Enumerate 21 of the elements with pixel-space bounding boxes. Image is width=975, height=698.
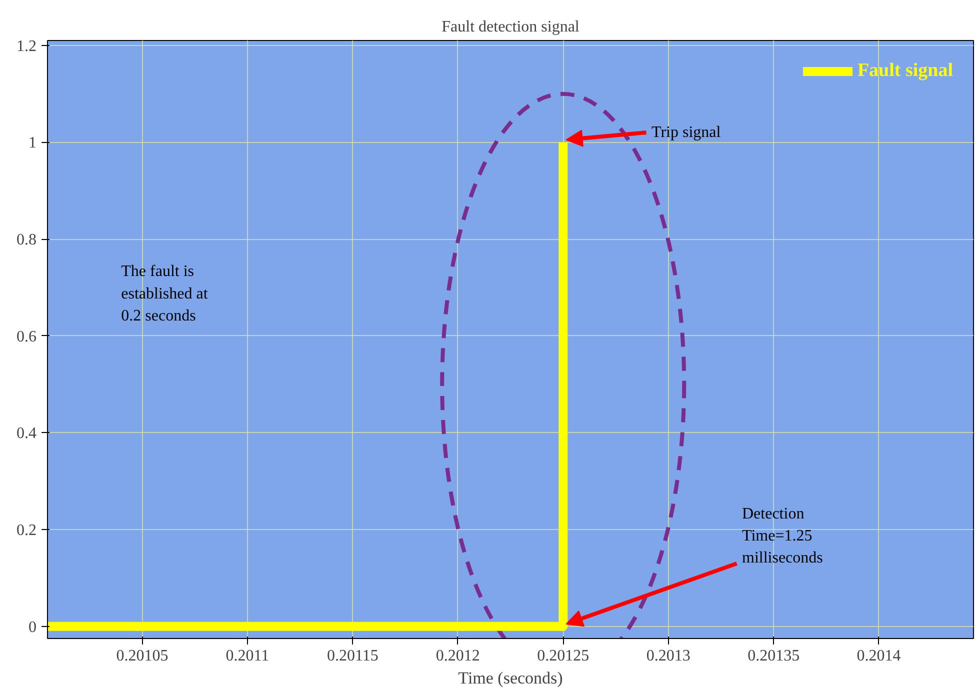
x-tick-label: 0.2012 [436,648,480,664]
x-tick-label: 0.2011 [226,648,270,664]
annotation: Trip signal [652,124,722,141]
x-tick-label: 0.20125 [537,648,590,664]
x-tick-label: 0.2014 [856,648,901,664]
x-tick-label: 0.20135 [748,648,800,664]
y-tick-label: 0.2 [16,522,36,540]
x-tick-label: 0.2013 [646,648,690,664]
annotation: Detection Time=1.25 milliseconds [742,505,823,567]
x-tick-label: 0.20105 [116,648,168,664]
chart-title: Fault detection signal [442,18,580,36]
x-axis-title: Time (seconds) [458,668,563,688]
annotation: The fault is established at 0.2 seconds [121,263,208,324]
y-tick-label: 0.8 [16,232,36,249]
y-tick-label: 0 [28,618,36,636]
x-tick-label: 0.20115 [326,648,378,664]
legend-label: Fault signal [857,60,953,82]
y-tick-label: 1.2 [16,38,36,55]
y-tick-label: 1 [28,134,36,152]
y-tick-label: 0.6 [16,328,36,346]
y-tick-label: 0.4 [16,425,36,442]
